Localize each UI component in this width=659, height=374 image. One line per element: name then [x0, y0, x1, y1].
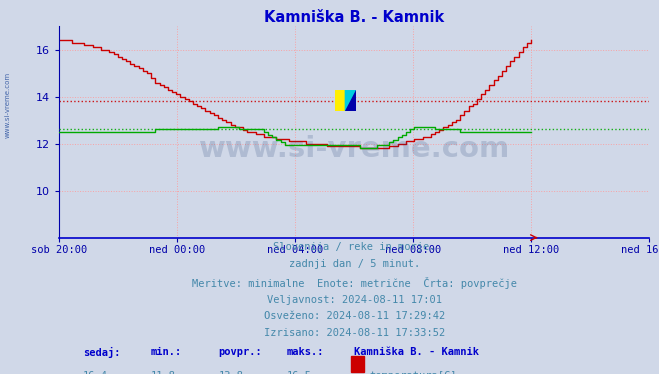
Text: Izrisano: 2024-08-11 17:33:52: Izrisano: 2024-08-11 17:33:52	[264, 328, 445, 338]
Text: min.:: min.:	[151, 347, 182, 357]
Text: povpr.:: povpr.:	[219, 347, 262, 357]
Text: Osveženo: 2024-08-11 17:29:42: Osveženo: 2024-08-11 17:29:42	[264, 311, 445, 321]
Text: sedaj:: sedaj:	[83, 347, 121, 358]
FancyBboxPatch shape	[351, 356, 364, 372]
Polygon shape	[345, 90, 356, 111]
Text: 11,8: 11,8	[151, 371, 176, 374]
Text: 16,4: 16,4	[83, 371, 108, 374]
Text: temperatura[C]: temperatura[C]	[369, 371, 457, 374]
Text: Veljavnost: 2024-08-11 17:01: Veljavnost: 2024-08-11 17:01	[267, 295, 442, 305]
Title: Kamniška B. - Kamnik: Kamniška B. - Kamnik	[264, 10, 444, 25]
Text: Kamniška B. - Kamnik: Kamniška B. - Kamnik	[355, 347, 479, 357]
Text: 13,8: 13,8	[219, 371, 244, 374]
Text: www.si-vreme.com: www.si-vreme.com	[5, 72, 11, 138]
Text: 16,5: 16,5	[287, 371, 312, 374]
Text: Slovenija / reke in morje.: Slovenija / reke in morje.	[273, 242, 436, 252]
Polygon shape	[345, 90, 356, 111]
Text: zadnji dan / 5 minut.: zadnji dan / 5 minut.	[289, 260, 420, 269]
Text: Meritve: minimalne  Enote: metrične  Črta: povprečje: Meritve: minimalne Enote: metrične Črta:…	[192, 277, 517, 289]
Text: maks.:: maks.:	[287, 347, 324, 357]
Bar	[335, 90, 345, 111]
Text: www.si-vreme.com: www.si-vreme.com	[198, 135, 510, 163]
